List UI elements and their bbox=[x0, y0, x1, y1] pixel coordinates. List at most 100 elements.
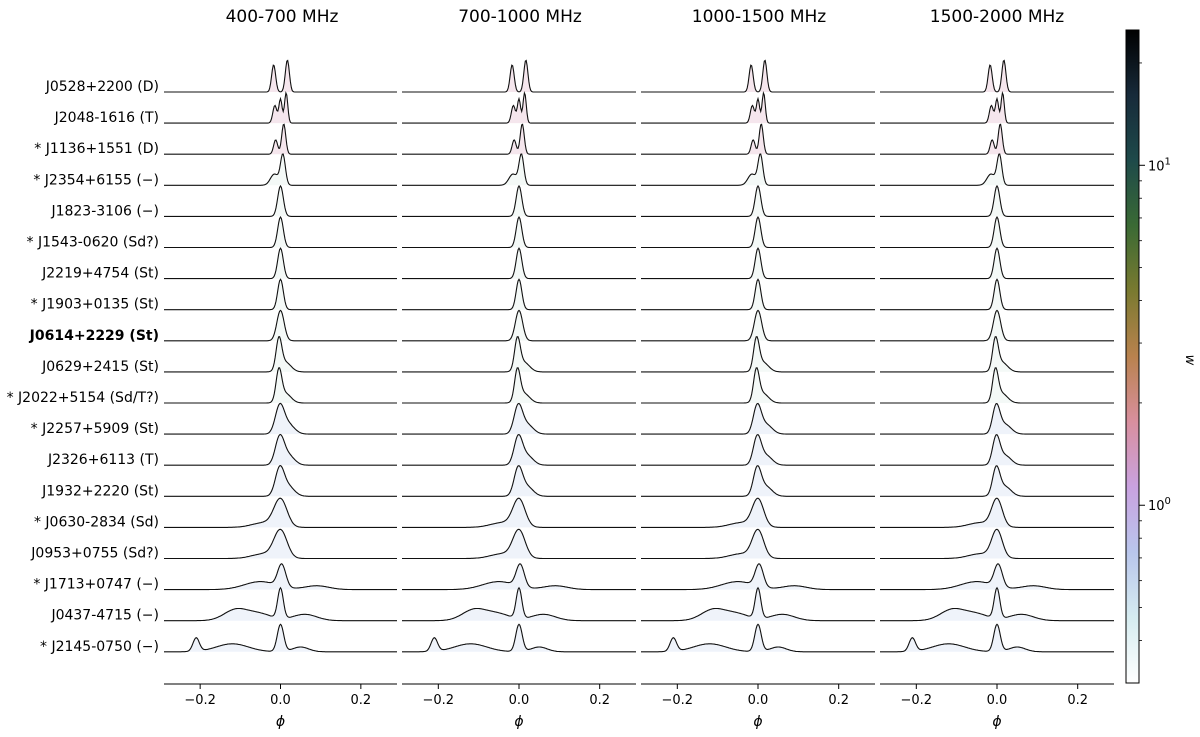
profile-fill bbox=[641, 154, 875, 186]
profile-line bbox=[880, 123, 1114, 155]
panel-3 bbox=[641, 59, 875, 653]
panel-title-1: 400-700 MHz bbox=[226, 7, 339, 27]
pulsar-label: * J1713+0747 (−) bbox=[33, 577, 159, 593]
profile-fill bbox=[641, 498, 875, 528]
profile-fill bbox=[402, 93, 636, 124]
profile-fill bbox=[880, 498, 1114, 528]
profile-fill bbox=[641, 367, 875, 403]
profile-fill bbox=[880, 336, 1114, 372]
pulsar-label: * J2257+5909 (St) bbox=[31, 421, 159, 437]
profile-line bbox=[880, 497, 1114, 528]
profile-line bbox=[402, 367, 636, 404]
profile-line bbox=[641, 247, 875, 280]
profile-fill bbox=[164, 587, 397, 621]
profile-fill bbox=[641, 434, 875, 466]
profile-line bbox=[641, 497, 875, 528]
profile-fill bbox=[880, 279, 1114, 310]
profile-fill bbox=[164, 498, 397, 528]
profile-line bbox=[641, 59, 875, 93]
profile-fill bbox=[402, 154, 636, 186]
profile-fill bbox=[164, 154, 397, 186]
profile-fill bbox=[402, 563, 636, 590]
profile-fill bbox=[164, 563, 397, 590]
profile-fill bbox=[164, 217, 397, 248]
profile-fill bbox=[164, 336, 397, 372]
profile-line bbox=[164, 528, 397, 560]
x-tick-label: −0.2 bbox=[662, 693, 694, 708]
profile-fill bbox=[164, 529, 397, 559]
pulsar-label: J2219+4754 (St) bbox=[41, 266, 159, 282]
x-axis-label: ϕ bbox=[514, 714, 523, 730]
profile-line bbox=[880, 465, 1114, 497]
profile-fill bbox=[402, 336, 636, 372]
x-tick-label: 0.2 bbox=[589, 693, 610, 708]
profile-line bbox=[641, 402, 875, 435]
profile-fill bbox=[880, 367, 1114, 403]
pulsar-label: J1932+2220 (St) bbox=[41, 483, 159, 499]
profile-line bbox=[164, 216, 397, 249]
profile-line bbox=[641, 216, 875, 249]
profile-line bbox=[641, 367, 875, 404]
pulsar-label: J0437-4715 (−) bbox=[50, 608, 159, 624]
profile-line bbox=[641, 184, 875, 217]
panel-1 bbox=[164, 59, 397, 653]
profile-fill bbox=[402, 624, 636, 652]
profile-line bbox=[164, 91, 397, 124]
profile-line bbox=[164, 497, 397, 528]
colorbar-ticks: 100 101 bbox=[1139, 62, 1171, 641]
profile-line bbox=[880, 563, 1114, 591]
profile-fill bbox=[880, 60, 1114, 92]
profile-fill bbox=[641, 403, 875, 435]
profile-line bbox=[402, 309, 636, 342]
profile-line bbox=[880, 623, 1114, 653]
profile-fill bbox=[641, 124, 875, 155]
x-tick-label: 0.2 bbox=[351, 693, 372, 708]
panel-title-4: 1500-2000 MHz bbox=[930, 7, 1065, 27]
profile-line bbox=[641, 336, 875, 373]
profile-line bbox=[164, 184, 397, 217]
pulsar-label: * J1136+1551 (D) bbox=[34, 141, 159, 157]
profile-line bbox=[402, 278, 636, 311]
profile-line bbox=[880, 336, 1114, 373]
profile-line bbox=[164, 563, 397, 591]
profile-line bbox=[641, 91, 875, 124]
profile-line bbox=[402, 336, 636, 373]
profile-line bbox=[641, 563, 875, 591]
profile-fill bbox=[641, 336, 875, 372]
profile-line bbox=[880, 528, 1114, 560]
profile-fill bbox=[402, 310, 636, 341]
profile-fill bbox=[164, 186, 397, 217]
profile-fill bbox=[402, 529, 636, 559]
profile-fill bbox=[402, 60, 636, 92]
pulsar-label: J0953+0755 (Sd?) bbox=[30, 546, 159, 562]
profile-line bbox=[402, 563, 636, 591]
profile-line bbox=[164, 433, 397, 466]
profile-fill bbox=[641, 93, 875, 124]
profile-line bbox=[641, 465, 875, 497]
profile-fill bbox=[880, 154, 1114, 186]
profile-fill bbox=[880, 186, 1114, 217]
colorbar: 100 101 w bbox=[1125, 29, 1197, 684]
profile-line bbox=[402, 184, 636, 217]
profile-fill bbox=[880, 248, 1114, 279]
pulsar-label: * J2022+5154 (Sd/T?) bbox=[7, 390, 159, 406]
profile-fill bbox=[402, 498, 636, 528]
profile-fill bbox=[880, 587, 1114, 621]
profile-line bbox=[402, 59, 636, 93]
profile-fill bbox=[402, 124, 636, 155]
pulsar-label: J2326+6113 (T) bbox=[47, 452, 159, 468]
profile-line bbox=[402, 586, 636, 622]
profile-fill bbox=[880, 624, 1114, 652]
pulsar-label: J0614+2229 (St) bbox=[29, 328, 159, 344]
pulsar-label: J1823-3106 (−) bbox=[50, 203, 159, 219]
profile-line bbox=[164, 586, 397, 622]
profile-fill bbox=[641, 624, 875, 652]
profile-fill bbox=[164, 310, 397, 341]
profile-fill bbox=[402, 248, 636, 279]
profile-line bbox=[402, 153, 636, 186]
profile-fill bbox=[880, 563, 1114, 590]
pulsar-label: J2048-1616 (T) bbox=[54, 110, 159, 126]
profile-fill bbox=[164, 60, 397, 92]
x-tick-label: 0.2 bbox=[828, 693, 849, 708]
